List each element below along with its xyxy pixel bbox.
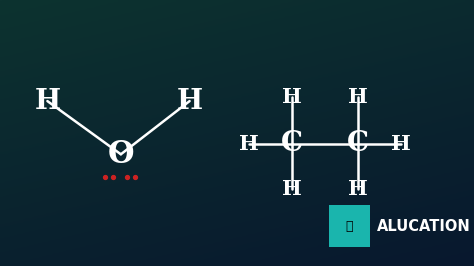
Text: 🎓: 🎓 [346,220,353,232]
Text: H: H [282,87,301,107]
Text: H: H [348,179,368,199]
Text: O: O [108,139,134,170]
Text: H: H [348,87,368,107]
FancyBboxPatch shape [329,205,370,247]
Text: ALUCATION: ALUCATION [377,219,471,234]
Text: H: H [391,134,410,154]
Text: C: C [347,130,369,157]
Text: H: H [176,88,203,115]
Text: H: H [282,179,301,199]
Text: H: H [239,134,259,154]
Text: C: C [281,130,302,157]
Text: H: H [34,88,61,115]
